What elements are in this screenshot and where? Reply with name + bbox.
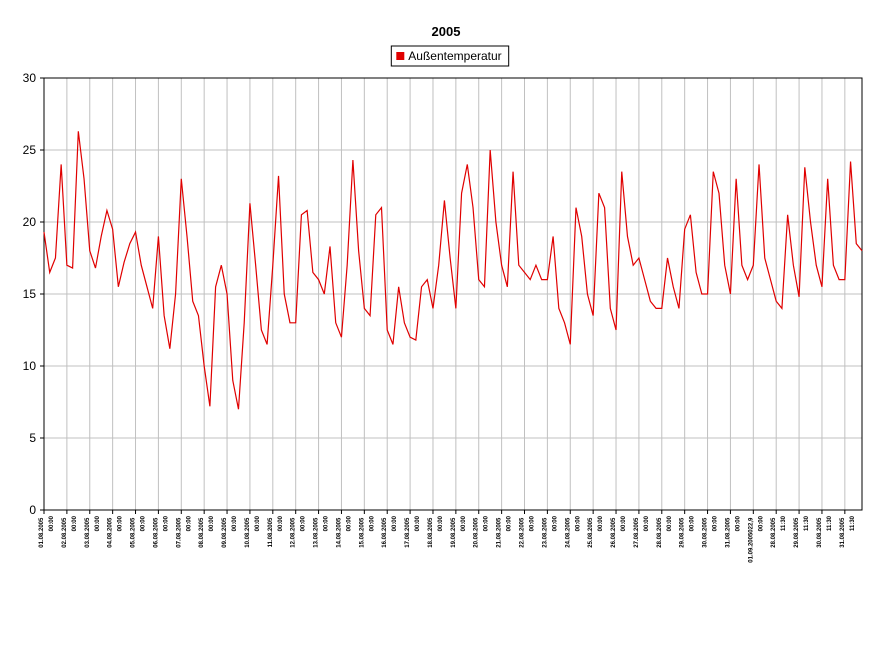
legend-label: Außentemperatur (408, 49, 501, 63)
y-tick-label: 0 (29, 503, 36, 517)
x-tick-label: 01.08.2005 00:00 (39, 515, 55, 547)
x-tick-label: 11.08.2005 00:00 (268, 515, 284, 547)
x-tick-label: 15.08.2005 00:00 (359, 515, 375, 547)
x-tick-label: 30.08.2005 11:30 (817, 515, 833, 547)
x-tick-label: 20.08.2005 00:00 (474, 515, 490, 547)
y-tick-label: 5 (29, 431, 36, 445)
legend-swatch (396, 52, 405, 60)
data-line (43, 131, 863, 410)
x-tick-label: 18.08.2005 00:00 (428, 515, 444, 547)
x-tick-label: 22.08.2005 00:00 (520, 515, 536, 547)
x-tick-label: 03.08.2005 00:00 (85, 515, 101, 547)
x-tick-label: 25.08.2005 00:00 (588, 515, 604, 547)
x-tick-label: 28.08.2005 11:30 (771, 515, 787, 547)
x-tick-label: 12.08.2005 00:00 (291, 515, 307, 547)
x-tick-label: 08.08.2005 00:00 (199, 515, 215, 547)
x-tick-label: 29.08.2005 11:30 (794, 515, 810, 547)
x-tick-label: 24.08.2005 00:00 (565, 515, 581, 547)
x-tick-label: 26.08.2005 00:00 (611, 515, 627, 547)
x-tick-label: 13.08.2005 00:00 (314, 515, 330, 547)
x-tick-label: 31.08.2005 11:30 (840, 515, 856, 547)
x-tick-label: 27.08.2005 00:00 (634, 515, 650, 547)
x-tick-label: 06.08.2005 00:00 (153, 515, 169, 547)
x-tick-label: 17.08.2005 00:00 (405, 515, 421, 547)
y-tick-label: 15 (23, 287, 37, 301)
x-tick-label: 16.08.2005 00:00 (382, 515, 398, 547)
x-tick-label: 07.08.2005 00:00 (176, 515, 192, 547)
legend: Außentemperatur (390, 45, 510, 67)
x-tick-label: 31.08.2005 00:00 (725, 515, 741, 547)
x-tick-label: 01.09.2005022,9 00:00 (748, 515, 764, 562)
y-tick-label: 10 (23, 359, 37, 373)
plot-frame (43, 77, 863, 511)
y-tick-label: 20 (23, 215, 37, 229)
y-tick-label: 25 (23, 143, 37, 157)
x-tick-label: 19.08.2005 00:00 (451, 515, 467, 547)
x-tick-label: 21.08.2005 00:00 (497, 515, 513, 547)
x-tick-label: 09.08.2005 00:00 (222, 515, 238, 547)
x-tick-label: 05.08.2005 00:00 (131, 515, 147, 547)
x-tick-label: 28.08.2005 00:00 (657, 515, 673, 547)
x-tick-label: 10.08.2005 00:00 (245, 515, 261, 547)
legend-box (390, 45, 510, 67)
y-tick-label: 30 (23, 71, 37, 85)
x-tick-label: 04.08.2005 00:00 (108, 515, 124, 547)
x-tick-label: 30.08.2005 00:00 (703, 515, 719, 547)
x-tick-label: 29.08.2005 00:00 (680, 515, 696, 547)
chart-title: 2005 (432, 24, 461, 39)
x-tick-label: 23.08.2005 00:00 (542, 515, 558, 547)
x-tick-label: 14.08.2005 00:00 (336, 515, 352, 547)
x-tick-label: 02.08.2005 00:00 (62, 515, 78, 547)
